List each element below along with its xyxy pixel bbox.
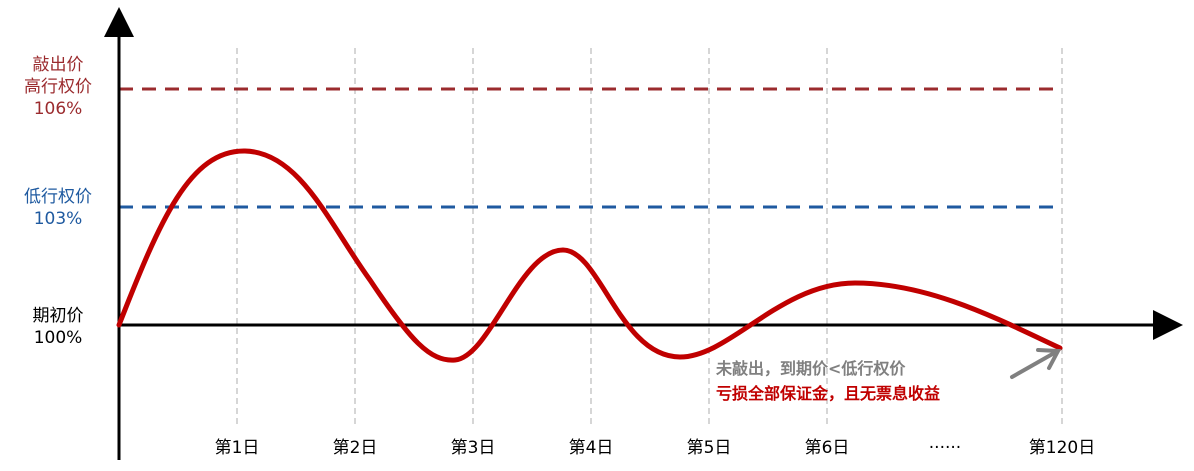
arrow-icon [1010,348,1062,379]
x-tick-label: 第5日 [686,438,732,458]
low-strike-label-line1: 低行权价 [24,187,92,207]
x-tick-label: ...... [928,433,962,453]
x-tick-label: 第2日 [332,438,378,458]
x-tick-label: 第6日 [804,438,850,458]
x-tick-label: 第1日 [214,438,260,458]
x-tick-label: 第120日 [1028,438,1096,458]
initial-label-line1: 期初价 [32,306,84,326]
x-tick-label: 第4日 [568,438,614,458]
knockout-label: 敲出价 高行权价 106% [8,54,108,120]
knockout-label-line1: 敲出价 [32,55,84,75]
annotation-line2: 亏损全部保证金，且无票息收益 [716,384,941,403]
low-strike-label: 低行权价 103% [8,186,108,230]
knockout-value: 106% [33,99,83,119]
initial-value: 100% [33,328,83,348]
annotation-line1: 未敲出，到期价<低行权价 [716,359,906,378]
knockout-label-line2: 高行权价 [24,77,92,97]
price-path [116,148,1063,363]
initial-price-label: 期初价 100% [8,305,108,349]
x-tick-label: 第3日 [450,438,496,458]
low-strike-value: 103% [33,209,83,229]
grid-lines [236,48,1063,425]
